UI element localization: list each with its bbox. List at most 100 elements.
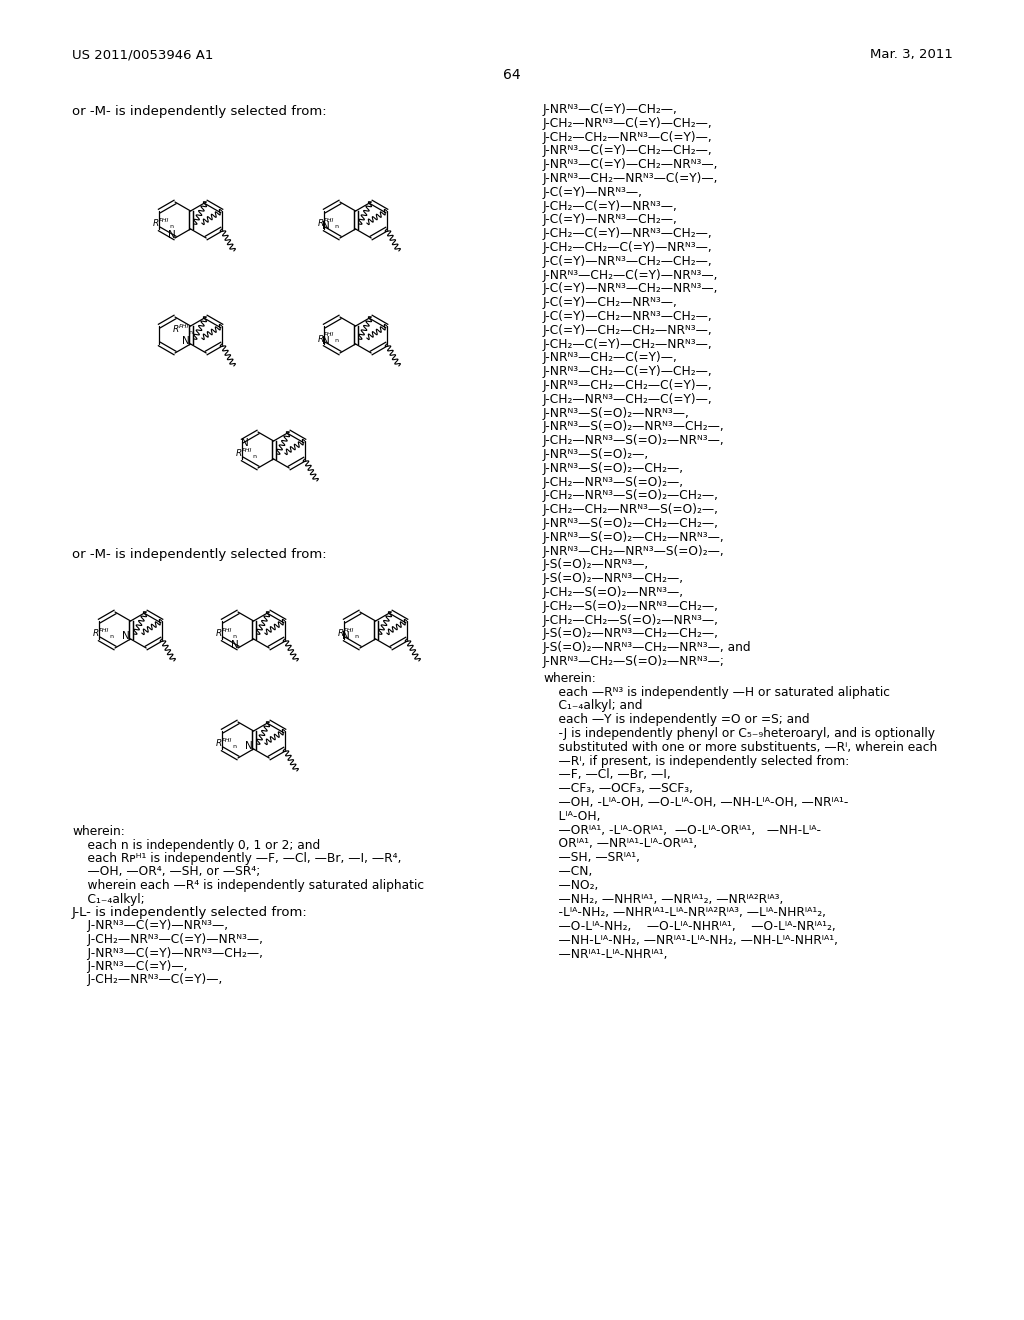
Text: J-CH₂—NRᴺ³—S(=O)₂—,: J-CH₂—NRᴺ³—S(=O)₂—, [543, 475, 684, 488]
Text: —Rⁱ, if present, is independently selected from:: —Rⁱ, if present, is independently select… [543, 755, 849, 768]
Text: J-NRᴺ³—CH₂—C(=Y)—,: J-NRᴺ³—CH₂—C(=Y)—, [543, 351, 678, 364]
Text: PHI: PHI [324, 333, 335, 338]
Text: n: n [232, 634, 236, 639]
Text: n: n [232, 743, 236, 748]
Text: N: N [245, 741, 253, 751]
Text: J-CH₂—C(=Y)—NRᴺ³—,: J-CH₂—C(=Y)—NRᴺ³—, [543, 199, 678, 213]
Text: C₁₋₄alkyl; and: C₁₋₄alkyl; and [543, 700, 642, 713]
Text: C₁₋₄alkyl;: C₁₋₄alkyl; [72, 892, 144, 906]
Text: J-NRᴺ³—CH₂—S(=O)₂—NRᴺ³—;: J-NRᴺ³—CH₂—S(=O)₂—NRᴺ³—; [543, 655, 725, 668]
Text: Lᴵᴬ-OH,: Lᴵᴬ-OH, [543, 809, 600, 822]
Text: PHI: PHI [159, 218, 169, 223]
Text: J-S(=O)₂—NRᴺ³—CH₂—,: J-S(=O)₂—NRᴺ³—CH₂—, [543, 572, 684, 585]
Text: J-NRᴺ³—S(=O)₂—CH₂—NRᴺ³—,: J-NRᴺ³—S(=O)₂—CH₂—NRᴺ³—, [543, 531, 725, 544]
Text: N: N [181, 337, 189, 346]
Text: PHI: PHI [222, 738, 232, 742]
Text: or -M- is independently selected from:: or -M- is independently selected from: [72, 548, 327, 561]
Text: J-NRᴺ³—CH₂—C(=Y)—CH₂—,: J-NRᴺ³—CH₂—C(=Y)—CH₂—, [543, 366, 713, 379]
Text: J-S(=O)₂—NRᴺ³—,: J-S(=O)₂—NRᴺ³—, [543, 558, 649, 572]
Text: J-CH₂—NRᴺ³—C(=Y)—CH₂—,: J-CH₂—NRᴺ³—C(=Y)—CH₂—, [543, 116, 713, 129]
Text: J-NRᴺ³—S(=O)₂—NRᴺ³—CH₂—,: J-NRᴺ³—S(=O)₂—NRᴺ³—CH₂—, [543, 420, 725, 433]
Text: n: n [354, 634, 358, 639]
Text: N: N [241, 438, 248, 447]
Text: each —Rᴺ³ is independently —H or saturated aliphatic: each —Rᴺ³ is independently —H or saturat… [543, 685, 890, 698]
Text: or -M- is independently selected from:: or -M- is independently selected from: [72, 106, 327, 117]
Text: J-NRᴺ³—S(=O)₂—,: J-NRᴺ³—S(=O)₂—, [543, 447, 649, 461]
Text: R: R [236, 450, 243, 458]
Text: —O-Lᴵᴬ-NH₂,    —O-Lᴵᴬ-NHRᴵᴬ¹,    —O-Lᴵᴬ-NRᴵᴬ¹₂,: —O-Lᴵᴬ-NH₂, —O-Lᴵᴬ-NHRᴵᴬ¹, —O-Lᴵᴬ-NRᴵᴬ¹₂… [543, 920, 836, 933]
Text: J-L- is independently selected from:: J-L- is independently selected from: [72, 906, 308, 919]
Text: —NRᴵᴬ¹-Lᴵᴬ-NHRᴵᴬ¹,: —NRᴵᴬ¹-Lᴵᴬ-NHRᴵᴬ¹, [543, 948, 668, 961]
Text: wherein:: wherein: [543, 672, 596, 685]
Text: J-S(=O)₂—NRᴺ³—CH₂—CH₂—,: J-S(=O)₂—NRᴺ³—CH₂—CH₂—, [543, 627, 719, 640]
Text: each Rᴘᴴ¹ is independently —F, —Cl, —Br, —I, —R⁴,: each Rᴘᴴ¹ is independently —F, —Cl, —Br,… [72, 851, 401, 865]
Text: N: N [342, 631, 349, 642]
Text: R: R [93, 630, 99, 639]
Text: —ORᴵᴬ¹, -Lᴵᴬ-ORᴵᴬ¹,  —O-Lᴵᴬ-ORᴵᴬ¹,   —NH-Lᴵᴬ-: —ORᴵᴬ¹, -Lᴵᴬ-ORᴵᴬ¹, —O-Lᴵᴬ-ORᴵᴬ¹, —NH-Lᴵ… [543, 824, 821, 837]
Text: —SH, —SRᴵᴬ¹,: —SH, —SRᴵᴬ¹, [543, 851, 640, 865]
Text: J-CH₂—NRᴺ³—S(=O)₂—CH₂—,: J-CH₂—NRᴺ³—S(=O)₂—CH₂—, [543, 490, 719, 503]
Text: R: R [216, 739, 222, 748]
Text: N: N [322, 220, 330, 231]
Text: J-NRᴺ³—S(=O)₂—NRᴺ³—,: J-NRᴺ³—S(=O)₂—NRᴺ³—, [543, 407, 690, 420]
Text: —NH-Lᴵᴬ-NH₂, —NRᴵᴬ¹-Lᴵᴬ-NH₂, —NH-Lᴵᴬ-NHRᴵᴬ¹,: —NH-Lᴵᴬ-NH₂, —NRᴵᴬ¹-Lᴵᴬ-NH₂, —NH-Lᴵᴬ-NHR… [543, 935, 838, 946]
Text: J-NRᴺ³—CH₂—C(=Y)—NRᴺ³—,: J-NRᴺ³—CH₂—C(=Y)—NRᴺ³—, [543, 268, 719, 281]
Text: J-C(=Y)—CH₂—NRᴺ³—,: J-C(=Y)—CH₂—NRᴺ³—, [543, 296, 678, 309]
Text: J-NRᴺ³—S(=O)₂—CH₂—CH₂—,: J-NRᴺ³—S(=O)₂—CH₂—CH₂—, [543, 517, 719, 531]
Text: J-C(=Y)—NRᴺ³—,: J-C(=Y)—NRᴺ³—, [543, 186, 643, 199]
Text: PHI: PHI [344, 627, 354, 632]
Text: J-CH₂—CH₂—NRᴺ³—S(=O)₂—,: J-CH₂—CH₂—NRᴺ³—S(=O)₂—, [543, 503, 719, 516]
Text: J-NRᴺ³—C(=Y)—NRᴺ³—,: J-NRᴺ³—C(=Y)—NRᴺ³—, [72, 920, 228, 932]
Text: J-NRᴺ³—CH₂—CH₂—C(=Y)—,: J-NRᴺ³—CH₂—CH₂—C(=Y)—, [543, 379, 713, 392]
Text: US 2011/0053946 A1: US 2011/0053946 A1 [72, 48, 213, 61]
Text: J-NRᴺ³—C(=Y)—NRᴺ³—CH₂—,: J-NRᴺ³—C(=Y)—NRᴺ³—CH₂—, [72, 946, 263, 960]
Text: N: N [231, 640, 239, 649]
Text: substituted with one or more substituents, —Rⁱ, wherein each: substituted with one or more substituent… [543, 741, 937, 754]
Text: J-CH₂—CH₂—NRᴺ³—C(=Y)—,: J-CH₂—CH₂—NRᴺ³—C(=Y)—, [543, 131, 713, 144]
Text: —NH₂, —NHRᴵᴬ¹, —NRᴵᴬ¹₂, —NRᴵᴬ²Rᴵᴬ³,: —NH₂, —NHRᴵᴬ¹, —NRᴵᴬ¹₂, —NRᴵᴬ²Rᴵᴬ³, [543, 892, 783, 906]
Text: n: n [109, 634, 113, 639]
Text: N: N [322, 337, 330, 346]
Text: -Lᴵᴬ-NH₂, —NHRᴵᴬ¹-Lᴵᴬ-NRᴵᴬ²Rᴵᴬ³, —Lᴵᴬ-NHRᴵᴬ¹₂,: -Lᴵᴬ-NH₂, —NHRᴵᴬ¹-Lᴵᴬ-NRᴵᴬ²Rᴵᴬ³, —Lᴵᴬ-NH… [543, 907, 826, 920]
Text: J-NRᴺ³—CH₂—NRᴺ³—C(=Y)—,: J-NRᴺ³—CH₂—NRᴺ³—C(=Y)—, [543, 172, 719, 185]
Text: J-NRᴺ³—C(=Y)—CH₂—CH₂—,: J-NRᴺ³—C(=Y)—CH₂—CH₂—, [543, 144, 713, 157]
Text: wherein each —R⁴ is independently saturated aliphatic: wherein each —R⁴ is independently satura… [72, 879, 424, 892]
Text: J-C(=Y)—NRᴺ³—CH₂—,: J-C(=Y)—NRᴺ³—CH₂—, [543, 214, 678, 227]
Text: J-NRᴺ³—S(=O)₂—CH₂—,: J-NRᴺ³—S(=O)₂—CH₂—, [543, 462, 684, 475]
Text: J-CH₂—C(=Y)—CH₂—NRᴺ³—,: J-CH₂—C(=Y)—CH₂—NRᴺ³—, [543, 338, 713, 351]
Text: J-NRᴺ³—C(=Y)—CH₂—NRᴺ³—,: J-NRᴺ³—C(=Y)—CH₂—NRᴺ³—, [543, 158, 719, 172]
Text: J-CH₂—CH₂—C(=Y)—NRᴺ³—,: J-CH₂—CH₂—C(=Y)—NRᴺ³—, [543, 242, 713, 253]
Text: -J is independently phenyl or C₅₋₉heteroaryl, and is optionally: -J is independently phenyl or C₅₋₉hetero… [543, 727, 935, 741]
Text: —CN,: —CN, [543, 865, 592, 878]
Text: J-CH₂—NRᴺ³—C(=Y)—,: J-CH₂—NRᴺ³—C(=Y)—, [72, 974, 222, 986]
Text: n: n [252, 454, 256, 458]
Text: J-CH₂—S(=O)₂—NRᴺ³—CH₂—,: J-CH₂—S(=O)₂—NRᴺ³—CH₂—, [543, 599, 719, 612]
Text: PHI: PHI [222, 627, 232, 632]
Text: each n is independently 0, 1 or 2; and: each n is independently 0, 1 or 2; and [72, 838, 321, 851]
Text: each —Y is independently =O or =S; and: each —Y is independently =O or =S; and [543, 713, 810, 726]
Text: 64: 64 [503, 69, 521, 82]
Text: —NO₂,: —NO₂, [543, 879, 598, 892]
Text: R: R [338, 630, 344, 639]
Text: J-NRᴺ³—CH₂—NRᴺ³—S(=O)₂—,: J-NRᴺ³—CH₂—NRᴺ³—S(=O)₂—, [543, 545, 725, 557]
Text: PHI: PHI [242, 447, 252, 453]
Text: wherein:: wherein: [72, 825, 125, 838]
Text: J-CH₂—NRᴺ³—S(=O)₂—NRᴺ³—,: J-CH₂—NRᴺ³—S(=O)₂—NRᴺ³—, [543, 434, 725, 447]
Text: J-CH₂—S(=O)₂—NRᴺ³—,: J-CH₂—S(=O)₂—NRᴺ³—, [543, 586, 684, 599]
Text: n: n [334, 338, 338, 343]
Text: —OH, -Lᴵᴬ-OH, —O-Lᴵᴬ-OH, —NH-Lᴵᴬ-OH, —NRᴵᴬ¹-: —OH, -Lᴵᴬ-OH, —O-Lᴵᴬ-OH, —NH-Lᴵᴬ-OH, —NR… [543, 796, 848, 809]
Text: R: R [153, 219, 160, 228]
Text: ORᴵᴬ¹, —NRᴵᴬ¹-Lᴵᴬ-ORᴵᴬ¹,: ORᴵᴬ¹, —NRᴵᴬ¹-Lᴵᴬ-ORᴵᴬ¹, [543, 837, 697, 850]
Text: J-CH₂—NRᴺ³—C(=Y)—NRᴺ³—,: J-CH₂—NRᴺ³—C(=Y)—NRᴺ³—, [72, 933, 263, 946]
Text: J-CH₂—CH₂—S(=O)₂—NRᴺ³—,: J-CH₂—CH₂—S(=O)₂—NRᴺ³—, [543, 614, 719, 627]
Text: PHI: PHI [324, 218, 335, 223]
Text: J-C(=Y)—CH₂—NRᴺ³—CH₂—,: J-C(=Y)—CH₂—NRᴺ³—CH₂—, [543, 310, 713, 323]
Text: PHI: PHI [178, 323, 189, 329]
Text: N: N [168, 230, 176, 240]
Text: J-NRᴺ³—C(=Y)—,: J-NRᴺ³—C(=Y)—, [72, 960, 187, 973]
Text: n: n [334, 223, 338, 228]
Text: PHI: PHI [99, 627, 110, 632]
Text: n: n [169, 223, 173, 228]
Text: N: N [122, 631, 129, 642]
Text: J-S(=O)₂—NRᴺ³—CH₂—NRᴺ³—, and: J-S(=O)₂—NRᴺ³—CH₂—NRᴺ³—, and [543, 642, 752, 655]
